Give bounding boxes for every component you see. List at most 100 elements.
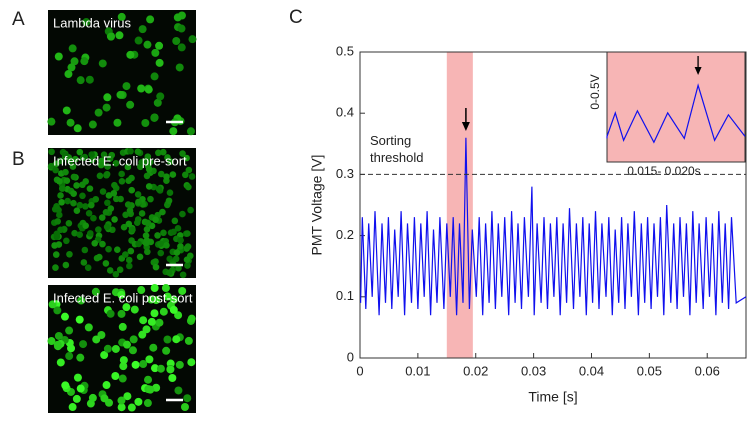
cell	[107, 32, 116, 41]
cell	[125, 256, 133, 264]
cell	[150, 309, 159, 318]
cell	[157, 240, 164, 248]
cell	[141, 118, 150, 127]
cell	[80, 259, 88, 266]
cell	[139, 316, 148, 325]
cell	[53, 160, 60, 168]
cell	[174, 224, 182, 232]
cell	[87, 201, 95, 209]
cell	[188, 35, 197, 44]
cell	[123, 392, 132, 401]
cell	[70, 190, 77, 197]
cell	[52, 264, 59, 271]
cell	[102, 103, 111, 112]
cell	[75, 315, 84, 324]
cell	[47, 117, 56, 126]
cell	[179, 150, 186, 157]
cell	[184, 230, 191, 237]
cell	[134, 397, 143, 406]
arrow-head	[461, 122, 470, 131]
cell	[54, 218, 62, 225]
cell	[131, 360, 140, 369]
cell	[108, 151, 116, 159]
cell	[122, 82, 131, 91]
cell	[82, 18, 91, 27]
cell	[64, 70, 73, 79]
micrographs: Lambda virus Infected E. coli pre-sort Inf…	[47, 10, 197, 413]
cell	[57, 192, 64, 199]
cell	[71, 229, 78, 237]
cell	[170, 228, 177, 236]
cell	[104, 199, 111, 207]
cell	[128, 174, 135, 182]
cell	[173, 13, 182, 22]
cell	[183, 394, 192, 403]
y-tick-label: 0.1	[336, 288, 354, 303]
cell	[56, 211, 63, 219]
cell	[146, 158, 154, 166]
cell	[155, 41, 164, 50]
cell	[61, 381, 70, 390]
cell	[88, 156, 96, 164]
cell	[77, 296, 86, 305]
cell	[139, 360, 148, 369]
cell	[185, 166, 193, 174]
inset-frame	[606, 51, 746, 163]
cell	[73, 182, 80, 189]
cell	[96, 253, 103, 261]
cell	[79, 340, 88, 349]
cell	[143, 225, 151, 233]
cell	[127, 247, 135, 255]
cell	[65, 326, 74, 335]
cell	[145, 355, 154, 364]
cell	[150, 113, 159, 122]
cell	[61, 151, 69, 159]
cell	[155, 185, 163, 193]
cell	[118, 178, 126, 185]
y-tick-label: 0.3	[336, 166, 354, 181]
cell	[63, 177, 71, 185]
cell	[64, 197, 71, 205]
cell	[76, 76, 85, 85]
cell	[76, 353, 85, 362]
cell	[177, 43, 186, 52]
cell	[179, 271, 187, 279]
cell	[177, 236, 184, 244]
cell	[126, 207, 134, 214]
cell	[122, 251, 129, 258]
cell	[66, 250, 73, 258]
cell	[186, 127, 195, 136]
cell	[143, 172, 151, 180]
cell	[187, 358, 196, 367]
cell	[134, 191, 142, 198]
cell	[117, 396, 126, 405]
cell	[155, 58, 164, 67]
cell	[150, 72, 159, 81]
cell	[62, 168, 69, 176]
x-tick-label: 0.04	[579, 363, 604, 378]
cell	[164, 154, 171, 161]
cell	[91, 239, 99, 247]
cell	[184, 243, 192, 250]
cell	[165, 269, 173, 276]
cell	[142, 239, 150, 247]
cell	[151, 48, 160, 57]
cell	[105, 245, 112, 253]
cell	[147, 195, 154, 203]
cell	[97, 161, 105, 169]
cell	[165, 197, 173, 205]
cell	[144, 85, 153, 94]
plot-frame	[359, 51, 747, 359]
cell	[115, 31, 124, 40]
cell	[166, 365, 175, 374]
cell	[47, 162, 55, 170]
cell	[175, 63, 184, 72]
cell	[126, 262, 133, 270]
cell	[147, 295, 156, 304]
cell	[66, 118, 75, 127]
cell	[73, 373, 82, 382]
cell	[129, 335, 138, 344]
cell	[177, 242, 184, 250]
cell	[136, 253, 144, 261]
x-axis-label: Time [s]	[528, 389, 577, 405]
